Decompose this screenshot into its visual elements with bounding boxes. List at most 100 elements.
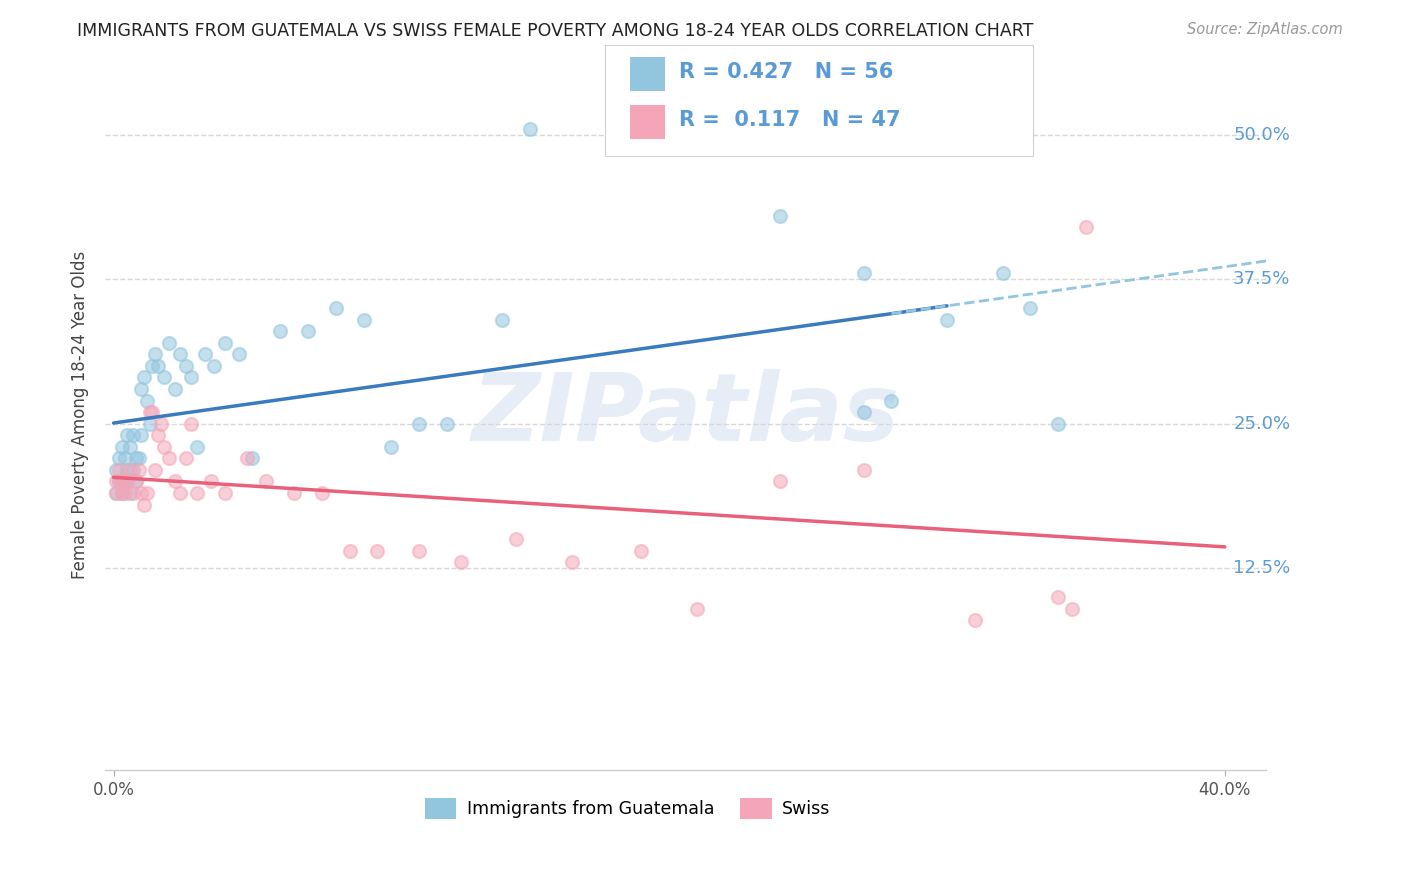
Point: [174, 451, 197, 466]
Point: [114, 451, 136, 466]
Text: 25.0%: 25.0%: [1233, 415, 1291, 433]
Text: 12.5%: 12.5%: [1233, 559, 1291, 577]
Point: [180, 417, 202, 431]
Point: [380, 440, 402, 454]
Point: [169, 347, 191, 361]
Point: [149, 417, 172, 431]
Point: [1019, 301, 1042, 315]
Point: [228, 347, 250, 361]
Point: [152, 440, 174, 454]
Point: [561, 555, 583, 569]
Text: ZIPatlas: ZIPatlas: [472, 369, 900, 461]
Point: [283, 486, 305, 500]
Point: [436, 417, 458, 431]
Point: [408, 417, 430, 431]
Point: [1047, 590, 1070, 604]
Point: [163, 475, 186, 489]
Point: [186, 486, 208, 500]
Point: [936, 312, 959, 326]
Point: [991, 267, 1014, 281]
Point: [105, 486, 128, 500]
Point: [366, 543, 388, 558]
Point: [180, 370, 202, 384]
Point: [169, 486, 191, 500]
Point: [111, 475, 134, 489]
Point: [186, 440, 208, 454]
Point: [311, 486, 333, 500]
Point: [236, 451, 259, 466]
Point: [135, 393, 157, 408]
Text: IMMIGRANTS FROM GUATEMALA VS SWISS FEMALE POVERTY AMONG 18-24 YEAR OLDS CORRELAT: IMMIGRANTS FROM GUATEMALA VS SWISS FEMAL…: [77, 22, 1033, 40]
Point: [254, 475, 277, 489]
Point: [122, 428, 145, 442]
Point: [202, 359, 225, 373]
Point: [105, 463, 128, 477]
Point: [157, 451, 180, 466]
Point: [505, 532, 527, 546]
Point: [108, 463, 131, 477]
Text: 50.0%: 50.0%: [1233, 126, 1291, 144]
Point: [117, 463, 139, 477]
Point: [108, 475, 131, 489]
Point: [1074, 220, 1097, 235]
Point: [108, 475, 131, 489]
Point: [852, 267, 875, 281]
Point: [1047, 417, 1070, 431]
Point: [105, 486, 128, 500]
Point: [214, 486, 236, 500]
Point: [146, 428, 169, 442]
Point: [128, 451, 150, 466]
Point: [117, 475, 139, 489]
Point: [105, 475, 128, 489]
Point: [852, 405, 875, 419]
Point: [132, 498, 155, 512]
Point: [450, 555, 472, 569]
Point: [114, 475, 136, 489]
Point: [120, 486, 142, 500]
Point: [125, 475, 148, 489]
Point: [630, 543, 652, 558]
Legend: Immigrants from Guatemala, Swiss: Immigrants from Guatemala, Swiss: [418, 790, 838, 826]
Point: [146, 359, 169, 373]
Point: [408, 543, 430, 558]
Point: [111, 440, 134, 454]
Point: [194, 347, 217, 361]
Point: [117, 475, 139, 489]
Point: [143, 463, 166, 477]
Point: [122, 463, 145, 477]
Y-axis label: Female Poverty Among 18-24 Year Olds: Female Poverty Among 18-24 Year Olds: [72, 251, 89, 579]
Point: [519, 122, 541, 136]
Point: [242, 451, 264, 466]
Point: [269, 324, 291, 338]
Point: [132, 370, 155, 384]
Point: [108, 451, 131, 466]
Point: [131, 382, 153, 396]
Point: [152, 370, 174, 384]
Text: Source: ZipAtlas.com: Source: ZipAtlas.com: [1187, 22, 1343, 37]
Point: [174, 359, 197, 373]
Point: [135, 486, 157, 500]
Point: [852, 463, 875, 477]
Point: [114, 486, 136, 500]
Point: [157, 335, 180, 350]
Point: [141, 405, 163, 419]
Point: [131, 486, 153, 500]
Point: [111, 486, 134, 500]
Point: [769, 475, 792, 489]
Point: [297, 324, 319, 338]
Point: [122, 486, 145, 500]
Point: [214, 335, 236, 350]
Point: [963, 613, 986, 627]
Point: [769, 209, 792, 223]
Point: [111, 486, 134, 500]
Point: [339, 543, 361, 558]
Text: R = 0.427   N = 56: R = 0.427 N = 56: [679, 62, 893, 82]
Point: [120, 463, 142, 477]
Point: [117, 428, 139, 442]
Point: [128, 463, 150, 477]
Text: R =  0.117   N = 47: R = 0.117 N = 47: [679, 111, 901, 130]
Point: [138, 417, 160, 431]
Point: [120, 440, 142, 454]
Point: [200, 475, 222, 489]
Point: [143, 347, 166, 361]
